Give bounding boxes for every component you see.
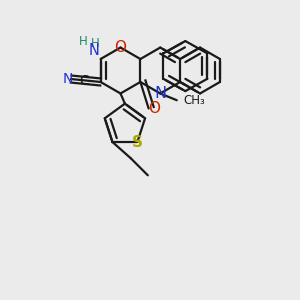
Text: S: S (132, 134, 143, 149)
Text: C: C (79, 74, 89, 88)
Text: H: H (79, 35, 87, 48)
Text: O: O (148, 101, 160, 116)
Text: O: O (115, 40, 127, 55)
Text: N: N (63, 72, 74, 86)
Text: N: N (88, 43, 99, 58)
Text: CH₃: CH₃ (183, 94, 205, 107)
Text: N: N (154, 86, 166, 101)
Text: H: H (91, 37, 100, 50)
